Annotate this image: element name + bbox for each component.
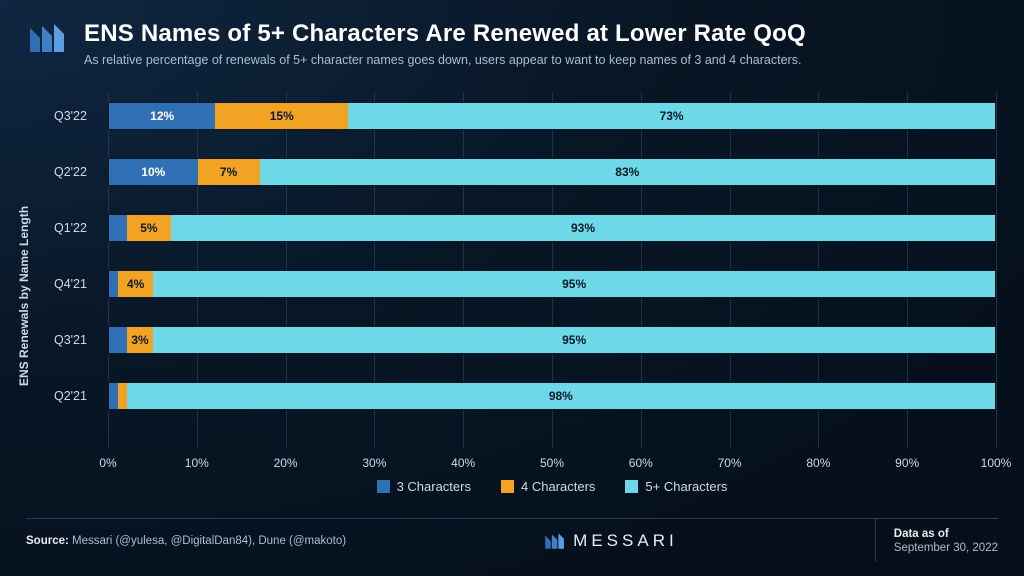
bar-segment-four: 7% <box>198 159 260 185</box>
bar-row: 10% 7% 83% <box>108 158 996 186</box>
x-tick-label: 10% <box>185 456 209 470</box>
category-label: Q2'21 <box>54 389 87 403</box>
brand-logo-icon <box>543 530 565 552</box>
bar-segment-four: 3% <box>127 327 154 353</box>
bar-value-label: 73% <box>660 109 684 123</box>
bar-segment-five: 95% <box>153 271 995 297</box>
bar-value-label: 5% <box>140 221 157 235</box>
legend-swatch <box>501 480 514 493</box>
legend-swatch <box>625 480 638 493</box>
bar-value-label: 3% <box>131 333 148 347</box>
bar-value-label: 83% <box>615 165 639 179</box>
bar-segment-five: 73% <box>348 103 995 129</box>
bar-segment-four: 15% <box>215 103 348 129</box>
legend-swatch <box>377 480 390 493</box>
date-label: Data as of <box>894 528 998 540</box>
legend-label: 5+ Characters <box>645 479 727 494</box>
source-prefix: Source: <box>26 535 69 547</box>
brand-logo-corner <box>26 18 66 63</box>
gridline <box>996 92 997 448</box>
bar-value-label: 4% <box>127 277 144 291</box>
x-tick-label: 20% <box>274 456 298 470</box>
header: ENS Names of 5+ Characters Are Renewed a… <box>84 20 994 67</box>
bar-row: 4% 95% <box>108 270 996 298</box>
x-tick-label: 80% <box>806 456 830 470</box>
bar-value-label: 15% <box>270 109 294 123</box>
bar-segment-three <box>109 383 118 409</box>
bar-segment-five: 98% <box>127 383 995 409</box>
bar-segment-five: 95% <box>153 327 995 353</box>
bar-segment-five: 83% <box>260 159 995 185</box>
bar-value-label: 7% <box>220 165 237 179</box>
source-line: Source: Messari (@yulesa, @DigitalDan84)… <box>26 535 346 547</box>
chart-subtitle: As relative percentage of renewals of 5+… <box>84 53 994 67</box>
source-text: Messari (@yulesa, @DigitalDan84), Dune (… <box>72 535 346 547</box>
bar-segment-three <box>109 215 127 241</box>
bar-row: 98% <box>108 382 996 410</box>
category-label: Q4'21 <box>54 277 87 291</box>
bar-segment-three: 10% <box>109 159 198 185</box>
x-tick-label: 70% <box>718 456 742 470</box>
legend-item: 5+ Characters <box>625 479 727 494</box>
bar-row: 3% 95% <box>108 326 996 354</box>
x-tick-label: 90% <box>895 456 919 470</box>
footer: Source: Messari (@yulesa, @DigitalDan84)… <box>26 518 998 562</box>
x-tick-label: 100% <box>981 456 1012 470</box>
category-label: Q1'22 <box>54 221 87 235</box>
bar-value-label: 12% <box>150 109 174 123</box>
legend-item: 3 Characters <box>377 479 471 494</box>
x-tick-label: 50% <box>540 456 564 470</box>
plot-area: 0%10%20%30%40%50%60%70%80%90%100%Q3'2212… <box>108 92 996 448</box>
chart: ENS Renewals by Name Length 0%10%20%30%4… <box>38 92 1002 500</box>
legend-label: 4 Characters <box>521 479 595 494</box>
chart-title: ENS Names of 5+ Characters Are Renewed a… <box>84 20 994 48</box>
x-tick-label: 30% <box>362 456 386 470</box>
category-label: Q3'22 <box>54 109 87 123</box>
bar-row: 12% 15% 73% <box>108 102 996 130</box>
legend-label: 3 Characters <box>397 479 471 494</box>
bar-value-label: 95% <box>562 277 586 291</box>
date-value: September 30, 2022 <box>894 542 998 554</box>
footer-brand: MESSARI <box>346 530 875 552</box>
bar-value-label: 10% <box>141 165 165 179</box>
x-tick-label: 60% <box>629 456 653 470</box>
x-tick-label: 40% <box>451 456 475 470</box>
y-axis-label: ENS Renewals by Name Length <box>17 206 31 386</box>
bar-value-label: 93% <box>571 221 595 235</box>
legend-item: 4 Characters <box>501 479 595 494</box>
data-as-of: Data as of September 30, 2022 <box>875 519 998 562</box>
bar-segment-four: 5% <box>127 215 171 241</box>
bar-value-label: 98% <box>549 389 573 403</box>
bar-segment-three <box>109 327 127 353</box>
bar-segment-three: 12% <box>109 103 215 129</box>
legend: 3 Characters 4 Characters 5+ Characters <box>108 474 996 498</box>
bar-value-label: 95% <box>562 333 586 347</box>
bar-row: 5% 93% <box>108 214 996 242</box>
bar-segment-three <box>109 271 118 297</box>
bar-segment-four: 4% <box>118 271 153 297</box>
x-tick-label: 0% <box>99 456 116 470</box>
category-label: Q2'22 <box>54 165 87 179</box>
category-label: Q3'21 <box>54 333 87 347</box>
brand-text: MESSARI <box>573 531 678 551</box>
bar-segment-four <box>118 383 127 409</box>
bar-segment-five: 93% <box>171 215 995 241</box>
